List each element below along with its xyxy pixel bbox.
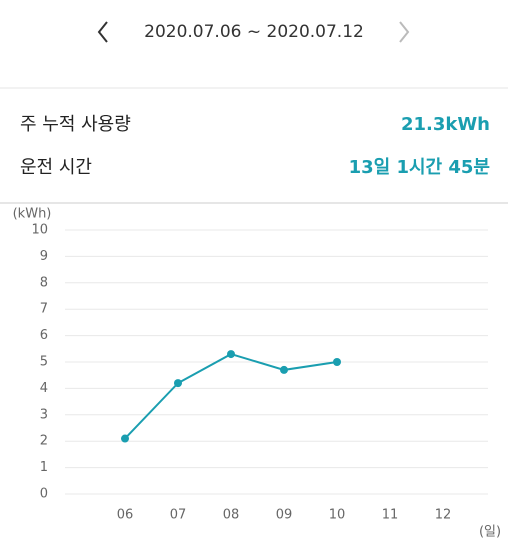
y-tick-label: 4 xyxy=(40,381,48,396)
y-tick-label: 2 xyxy=(40,434,48,449)
y-tick-label: 0 xyxy=(40,487,48,502)
point xyxy=(333,358,341,366)
y-tick-label: 7 xyxy=(40,302,48,317)
point xyxy=(280,365,288,374)
y-tick-label: 3 xyxy=(40,407,48,422)
x-tick-label: 09 xyxy=(276,508,293,523)
x-tick-label: 11 xyxy=(382,508,399,523)
y-tick-label: 9 xyxy=(40,249,48,264)
date-range: 2020.07.06 ~ 2020.07.12 xyxy=(144,22,364,42)
summary-value: 21.3kWh xyxy=(401,114,490,135)
line xyxy=(124,353,338,440)
y-tick-label: 8 xyxy=(40,275,48,290)
x-tick-label: 06 xyxy=(117,508,134,523)
y-tick-label: 6 xyxy=(40,328,48,343)
point xyxy=(121,434,129,443)
prev-arrow[interactable] xyxy=(97,21,108,43)
x-tick-label: 10 xyxy=(329,508,346,523)
summary-label: 운전 시간 xyxy=(20,157,92,178)
summary-value: 13일 1시간 45분 xyxy=(349,157,490,178)
x-axis-label: (일) xyxy=(479,525,501,540)
y-tick-label: 1 xyxy=(40,460,48,475)
next-arrow[interactable] xyxy=(399,21,410,43)
x-tick-label: 07 xyxy=(170,508,187,523)
x-tick-label: 08 xyxy=(223,508,240,523)
point xyxy=(174,379,182,388)
y-tick-label: 5 xyxy=(40,355,48,370)
y-tick-label: 10 xyxy=(31,223,48,238)
point xyxy=(227,350,235,359)
y-axis-label: (kWh) xyxy=(13,207,52,222)
summary-label: 주 누적 사용량 xyxy=(20,114,131,135)
x-tick-label: 12 xyxy=(435,508,452,523)
